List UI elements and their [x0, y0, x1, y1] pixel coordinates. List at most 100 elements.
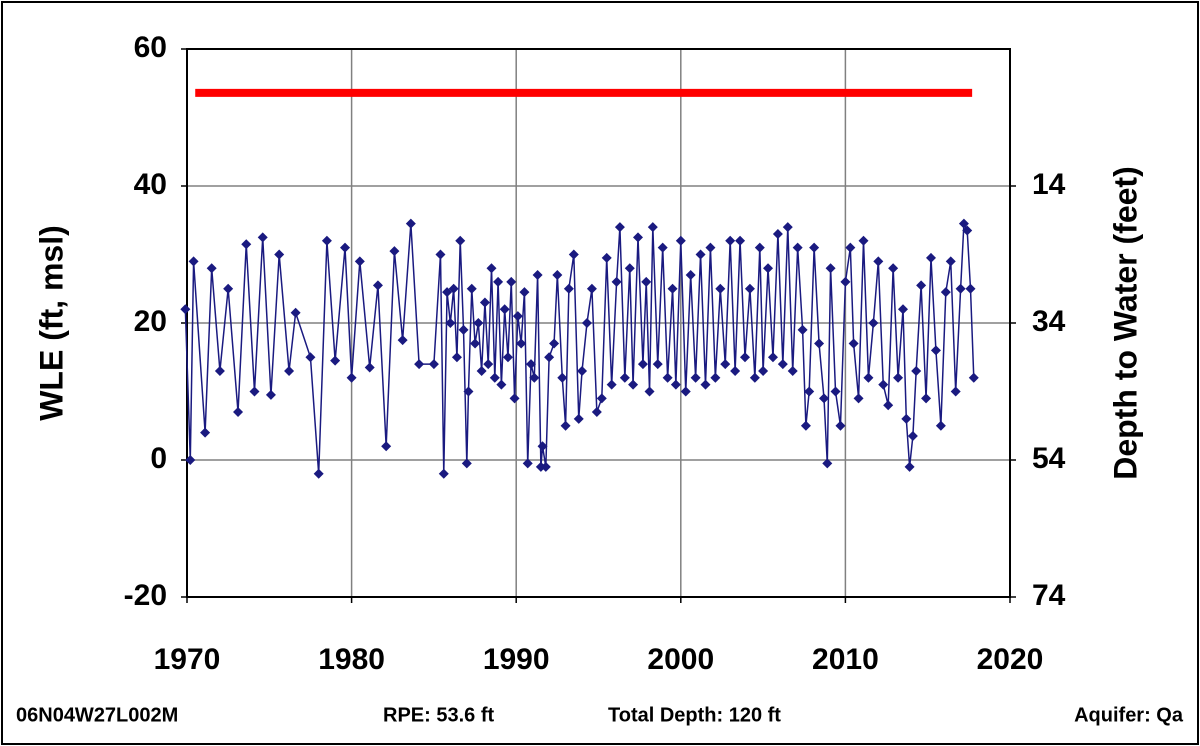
data-point	[921, 393, 932, 404]
data-point	[274, 249, 285, 260]
data-point	[749, 372, 760, 383]
data-point	[486, 263, 497, 274]
data-point	[428, 359, 439, 370]
y-tick-label: 0	[150, 442, 167, 475]
data-point	[214, 365, 225, 376]
data-point	[563, 283, 574, 294]
data-point	[552, 270, 563, 281]
data-point	[873, 256, 884, 267]
data-point	[606, 379, 617, 390]
data-point	[680, 386, 691, 397]
data-point	[537, 441, 548, 452]
data-point	[628, 379, 639, 390]
y2-tick-label: 54	[1032, 442, 1066, 475]
data-point	[493, 276, 504, 287]
data-point	[935, 420, 946, 431]
data-point	[641, 276, 652, 287]
data-point	[442, 287, 453, 298]
data-point	[797, 324, 808, 335]
data-point	[463, 386, 474, 397]
data-point	[502, 352, 513, 363]
data-point	[476, 365, 487, 376]
data-point	[911, 365, 922, 376]
data-point	[888, 263, 899, 274]
data-point	[878, 379, 889, 390]
data-point	[720, 359, 731, 370]
data-point	[241, 239, 252, 250]
rpe: RPE: 53.6 ft	[383, 704, 494, 726]
data-point	[346, 372, 357, 383]
data-point	[354, 256, 365, 267]
data-point	[904, 461, 915, 472]
data-point	[532, 270, 543, 281]
data-point	[512, 311, 523, 322]
data-point	[458, 324, 469, 335]
data-point	[777, 359, 788, 370]
data-point	[965, 283, 976, 294]
data-point	[637, 359, 648, 370]
data-point	[506, 276, 517, 287]
data-point	[822, 458, 833, 469]
x-tick-label: 2010	[812, 643, 879, 676]
data-point	[466, 283, 477, 294]
aquifer: Aquifer: Qa	[1074, 704, 1184, 726]
data-point	[652, 359, 663, 370]
data-point	[473, 318, 484, 328]
data-point	[772, 228, 783, 239]
data-point	[611, 276, 622, 287]
data-point	[647, 222, 658, 233]
data-point	[364, 362, 375, 373]
data-point	[863, 372, 874, 383]
data-point	[435, 249, 446, 260]
y2-axis-title: Depth to Water (feet)	[1107, 166, 1143, 479]
data-point	[560, 420, 571, 431]
data-point	[522, 458, 533, 469]
data-point	[601, 252, 612, 263]
data-point	[188, 256, 199, 267]
data-point	[845, 242, 856, 253]
data-point	[389, 246, 400, 257]
x-tick-label: 2020	[977, 643, 1044, 676]
data-point	[180, 304, 191, 315]
station-id: 06N04W27L002M	[16, 704, 178, 726]
data-point	[825, 263, 836, 274]
y-tick-label: 40	[134, 168, 167, 201]
data-point	[290, 307, 301, 318]
data-point	[835, 420, 846, 431]
data-point	[667, 283, 678, 294]
data-point	[581, 318, 592, 328]
data-point	[405, 218, 416, 229]
data-point	[662, 372, 673, 383]
data-point	[470, 338, 481, 349]
data-point	[958, 218, 969, 229]
data-point	[670, 379, 681, 390]
data-point	[496, 379, 507, 390]
data-point	[735, 235, 746, 246]
data-point	[223, 283, 234, 294]
data-point	[455, 235, 466, 246]
data-point	[305, 352, 316, 363]
data-point	[591, 407, 602, 418]
y-tick-label: 20	[134, 305, 167, 338]
data-point	[265, 389, 276, 400]
data-point	[448, 283, 459, 294]
data-point	[330, 355, 341, 366]
data-point	[916, 280, 927, 291]
data-point	[858, 235, 869, 246]
data-point	[705, 242, 716, 253]
data-point	[479, 297, 490, 308]
data-point	[257, 232, 268, 243]
data-point	[685, 270, 696, 281]
data-point	[644, 386, 655, 397]
data-point	[529, 372, 540, 383]
data-point	[901, 413, 912, 424]
data-point	[557, 372, 568, 383]
data-point	[809, 242, 820, 253]
data-point	[614, 222, 625, 233]
data-point	[372, 280, 383, 291]
data-point	[206, 263, 217, 274]
data-point	[284, 365, 295, 376]
data-point	[840, 276, 851, 287]
data-point	[907, 431, 918, 442]
data-point	[586, 283, 597, 294]
